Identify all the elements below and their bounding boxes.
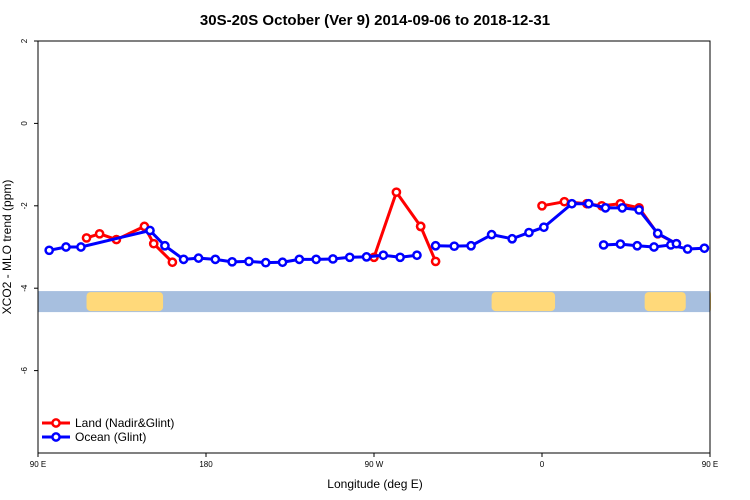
point-land-0-1 (94, 228, 105, 239)
y-tick-label-3: -4 (20, 284, 29, 292)
point-ocean-0-11 (277, 257, 288, 268)
point-land-1-1 (391, 187, 402, 198)
point-ocean-0-6 (193, 253, 204, 263)
chart-title: 30S-20S October (Ver 9) 2014-09-06 to 20… (200, 12, 550, 29)
point-ocean-0-0 (44, 245, 55, 256)
point-ocean-0-10 (260, 257, 271, 268)
point-ocean-2-1 (449, 241, 460, 252)
y-tick-label-1: 0 (20, 121, 29, 126)
point-ocean-1-2 (632, 240, 643, 251)
x-tick-label-1: 180 (199, 460, 213, 469)
x-tick-label-2: 90 W (365, 460, 384, 469)
y-tick-label-2: -2 (20, 202, 29, 210)
point-ocean-2-3 (486, 229, 497, 240)
point-ocean-0-8 (227, 256, 237, 267)
point-land-2-0 (415, 221, 426, 232)
legend-marker-land (51, 418, 61, 428)
point-ocean-2-7 (567, 198, 577, 209)
point-ocean-0-1 (61, 242, 71, 252)
point-ocean-0-5 (178, 254, 189, 265)
point-land-0-0 (81, 233, 92, 243)
point-ocean-1-6 (699, 243, 710, 254)
point-ocean-0-4 (160, 240, 170, 251)
y-axis-label: XCO2 - MLO trend (ppm) (0, 180, 14, 315)
legend-item-land: Land (Nadir&Glint) (42, 416, 174, 430)
point-ocean-2-2 (466, 240, 476, 251)
y-tick-label-4: -6 (20, 366, 29, 374)
point-land-2-1 (430, 256, 441, 267)
point-land-3-0 (537, 200, 547, 211)
point-land-0-5 (167, 257, 178, 268)
point-land-3-1 (559, 196, 570, 207)
point-ocean-0-15 (344, 252, 355, 263)
series-layer (44, 187, 710, 268)
series-line-land-2 (419, 225, 437, 263)
legend-label-ocean: Ocean (Glint) (75, 430, 146, 444)
point-ocean-0-12 (294, 254, 305, 265)
series-ocean (44, 198, 710, 268)
point-ocean-2-0 (430, 240, 441, 251)
point-ocean-2-5 (524, 227, 534, 238)
point-ocean-2-6 (539, 222, 549, 233)
point-ocean-0-19 (412, 250, 422, 261)
map-land-0 (86, 292, 164, 312)
x-axis-label: Longitude (deg E) (327, 477, 422, 491)
point-ocean-1-0 (598, 240, 609, 250)
point-ocean-0-16 (361, 252, 372, 262)
point-ocean-2-8 (583, 198, 594, 209)
point-ocean-0-18 (395, 252, 405, 263)
x-tick-label-0: 90 E (30, 460, 46, 469)
legend-label-land: Land (Nadir&Glint) (75, 416, 174, 430)
point-land-0-4 (148, 238, 159, 249)
point-ocean-2-11 (634, 205, 644, 215)
legend-item-ocean: Ocean (Glint) (42, 430, 146, 444)
point-ocean-0-2 (76, 242, 86, 252)
plot-frame (37, 40, 711, 454)
map-land-1 (491, 292, 556, 312)
point-ocean-0-9 (244, 256, 254, 267)
point-ocean-0-13 (311, 254, 321, 265)
map-land-2 (644, 292, 686, 312)
point-ocean-2-4 (507, 233, 517, 244)
point-ocean-2-9 (600, 203, 611, 213)
x-axis: 90 E 180 90 W 0 90 E (30, 453, 718, 469)
point-ocean-2-13 (671, 238, 682, 249)
y-axis: 2 0 -2 -4 -6 (20, 38, 38, 374)
legend-marker-ocean (51, 432, 61, 442)
x-tick-label-4: 90 E (702, 460, 718, 469)
series-line-land-1 (372, 190, 422, 258)
point-ocean-2-10 (617, 203, 628, 213)
map-band (38, 291, 711, 313)
point-ocean-0-7 (210, 254, 221, 265)
x-tick-label-3: 0 (540, 460, 545, 469)
point-ocean-1-5 (682, 244, 693, 254)
point-ocean-1-1 (615, 239, 626, 249)
point-ocean-0-3 (145, 225, 155, 236)
y-tick-label-0: 2 (20, 38, 29, 43)
point-ocean-1-3 (649, 242, 659, 252)
point-ocean-2-12 (652, 228, 663, 239)
legend: Land (Nadir&Glint)Ocean (Glint) (42, 416, 174, 444)
point-ocean-0-14 (328, 254, 338, 264)
point-ocean-0-17 (378, 250, 389, 261)
